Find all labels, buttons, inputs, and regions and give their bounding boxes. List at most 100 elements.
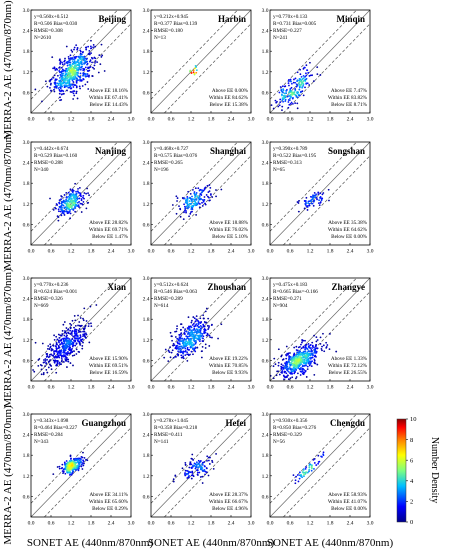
x-tick-label: 1.2 (307, 249, 314, 255)
scatter-point (83, 62, 85, 65)
stat-r: R=0.506 Bias=0.030 (34, 21, 78, 27)
scatter-point (309, 61, 311, 64)
scatter-point (294, 77, 297, 80)
ee-within-text: Within EE 66.67% (209, 499, 249, 505)
scatter-point (307, 202, 309, 204)
y-tick-label: 2.4 (262, 161, 269, 167)
scatter-point (87, 88, 90, 90)
scatter-point (196, 337, 199, 340)
scatter-point (295, 376, 298, 378)
ee-within-text: Within EE 64.62% (328, 227, 368, 233)
scatter-point (192, 465, 194, 468)
scatter-point (83, 330, 86, 333)
x-tick-label: 1.2 (68, 249, 75, 255)
scatter-point (77, 55, 80, 58)
scatter-point (45, 368, 48, 371)
reference-lines (270, 414, 370, 517)
scatter-point (95, 304, 98, 306)
scatter-point (53, 338, 56, 341)
y-tick-label: 2.4 (262, 433, 269, 439)
x-axis-label-col-2: SONET AE (440nm/870nm) (148, 537, 275, 549)
scatter-point (194, 187, 197, 190)
scatter-point (286, 365, 288, 368)
scatter-point (297, 91, 300, 94)
scatter-point (301, 86, 304, 89)
ee-lower-line (283, 23, 370, 113)
scatter-point (300, 473, 302, 476)
scatter-point (67, 75, 70, 78)
panel-beijing: 0.0 0.6 1.2 1.8 2.4 3.0 0.6 1.2 1.8 2.4 3.0 Beijing… (23, 8, 135, 123)
scatter-point (193, 325, 196, 328)
scatter-point (320, 199, 323, 202)
panel-songshan: 0.0 0.6 1.2 1.8 2.4 3.0 0.6 1.2 1.8 2.4 3.0 Songsha… (262, 140, 374, 255)
scatter-point (320, 347, 323, 350)
x-tick-label: 0.6 (287, 385, 294, 391)
scatter-point (61, 78, 63, 81)
ee-within-text: Within EE 67.41% (89, 95, 129, 101)
x-tick-label: 3.0 (367, 117, 374, 123)
one-to-one-line (31, 414, 131, 517)
scatter-point (204, 321, 207, 324)
scatter-point (78, 328, 81, 330)
scatter-point (287, 353, 289, 356)
scatter-point (186, 333, 189, 335)
scatter-point (188, 197, 191, 199)
stat-r: R=0.377 Bias=0.139 (154, 21, 198, 27)
y-tick-label: 1.8 (143, 453, 150, 459)
scatter-point (309, 356, 311, 359)
ee-upper-line (31, 278, 119, 368)
scatter-point (178, 333, 181, 336)
scatter-point (69, 322, 71, 325)
scatter-point (57, 345, 60, 347)
scatter-point (64, 345, 67, 348)
ee-above-text: Above EE 34.11% (89, 492, 128, 498)
scatter-point (317, 461, 320, 463)
x-tick-label: 3.0 (248, 249, 255, 255)
scatter-point (32, 369, 34, 371)
panel-minqin: 0.0 0.6 1.2 1.8 2.4 3.0 0.6 1.2 1.8 2.4 3.0 Minqin y… (262, 8, 374, 123)
ee-within-text: Within EE 76.02% (209, 227, 249, 233)
scatter-point (67, 340, 70, 342)
scatter-point (200, 350, 203, 353)
scatter-point (68, 205, 71, 208)
scatter-point (300, 75, 303, 78)
scatter-point (196, 471, 199, 474)
scatter-point (88, 49, 91, 52)
scatter-point (164, 348, 167, 351)
scatter-point (306, 82, 309, 85)
scatter-point (48, 348, 51, 351)
scatter-point (281, 94, 283, 97)
ee-upper-line (270, 278, 358, 368)
scatter-point (169, 331, 172, 334)
scatter-point (201, 463, 204, 466)
scatter-point (79, 192, 82, 195)
scatter-point (316, 73, 319, 76)
scatter-point (305, 202, 308, 205)
scatter-point (220, 323, 223, 326)
scatter-point (192, 69, 195, 72)
scatter-point (46, 347, 49, 350)
scatter-point (197, 322, 200, 325)
scatter-point (301, 338, 303, 341)
scatter-point (55, 343, 58, 345)
scatter-point (75, 90, 78, 93)
scatter-point (69, 362, 72, 364)
scatter-point (308, 84, 311, 86)
ee-above-text: Above EE 58.93% (328, 492, 367, 498)
scatter-point (86, 63, 88, 66)
scatter-point (92, 46, 95, 49)
ee-upper-line (151, 414, 239, 504)
scatter-points (32, 304, 98, 376)
scatter-point (292, 103, 294, 105)
scatter-point (71, 464, 73, 467)
scatter-point (73, 350, 75, 353)
scatter-point (91, 57, 94, 60)
ee-above-text: Above EE 19.22% (209, 356, 248, 362)
y-tick-label: 3.0 (262, 8, 269, 14)
scatter-point (189, 212, 192, 215)
stat-r: R=0.464 Bias=0.227 (34, 425, 78, 431)
scatter-point (193, 349, 196, 352)
scatter-point (53, 66, 56, 69)
y-axis-label-row-3: MERRA-2 AE (470nm/870nm) (2, 268, 14, 408)
scatter-point (285, 376, 287, 379)
